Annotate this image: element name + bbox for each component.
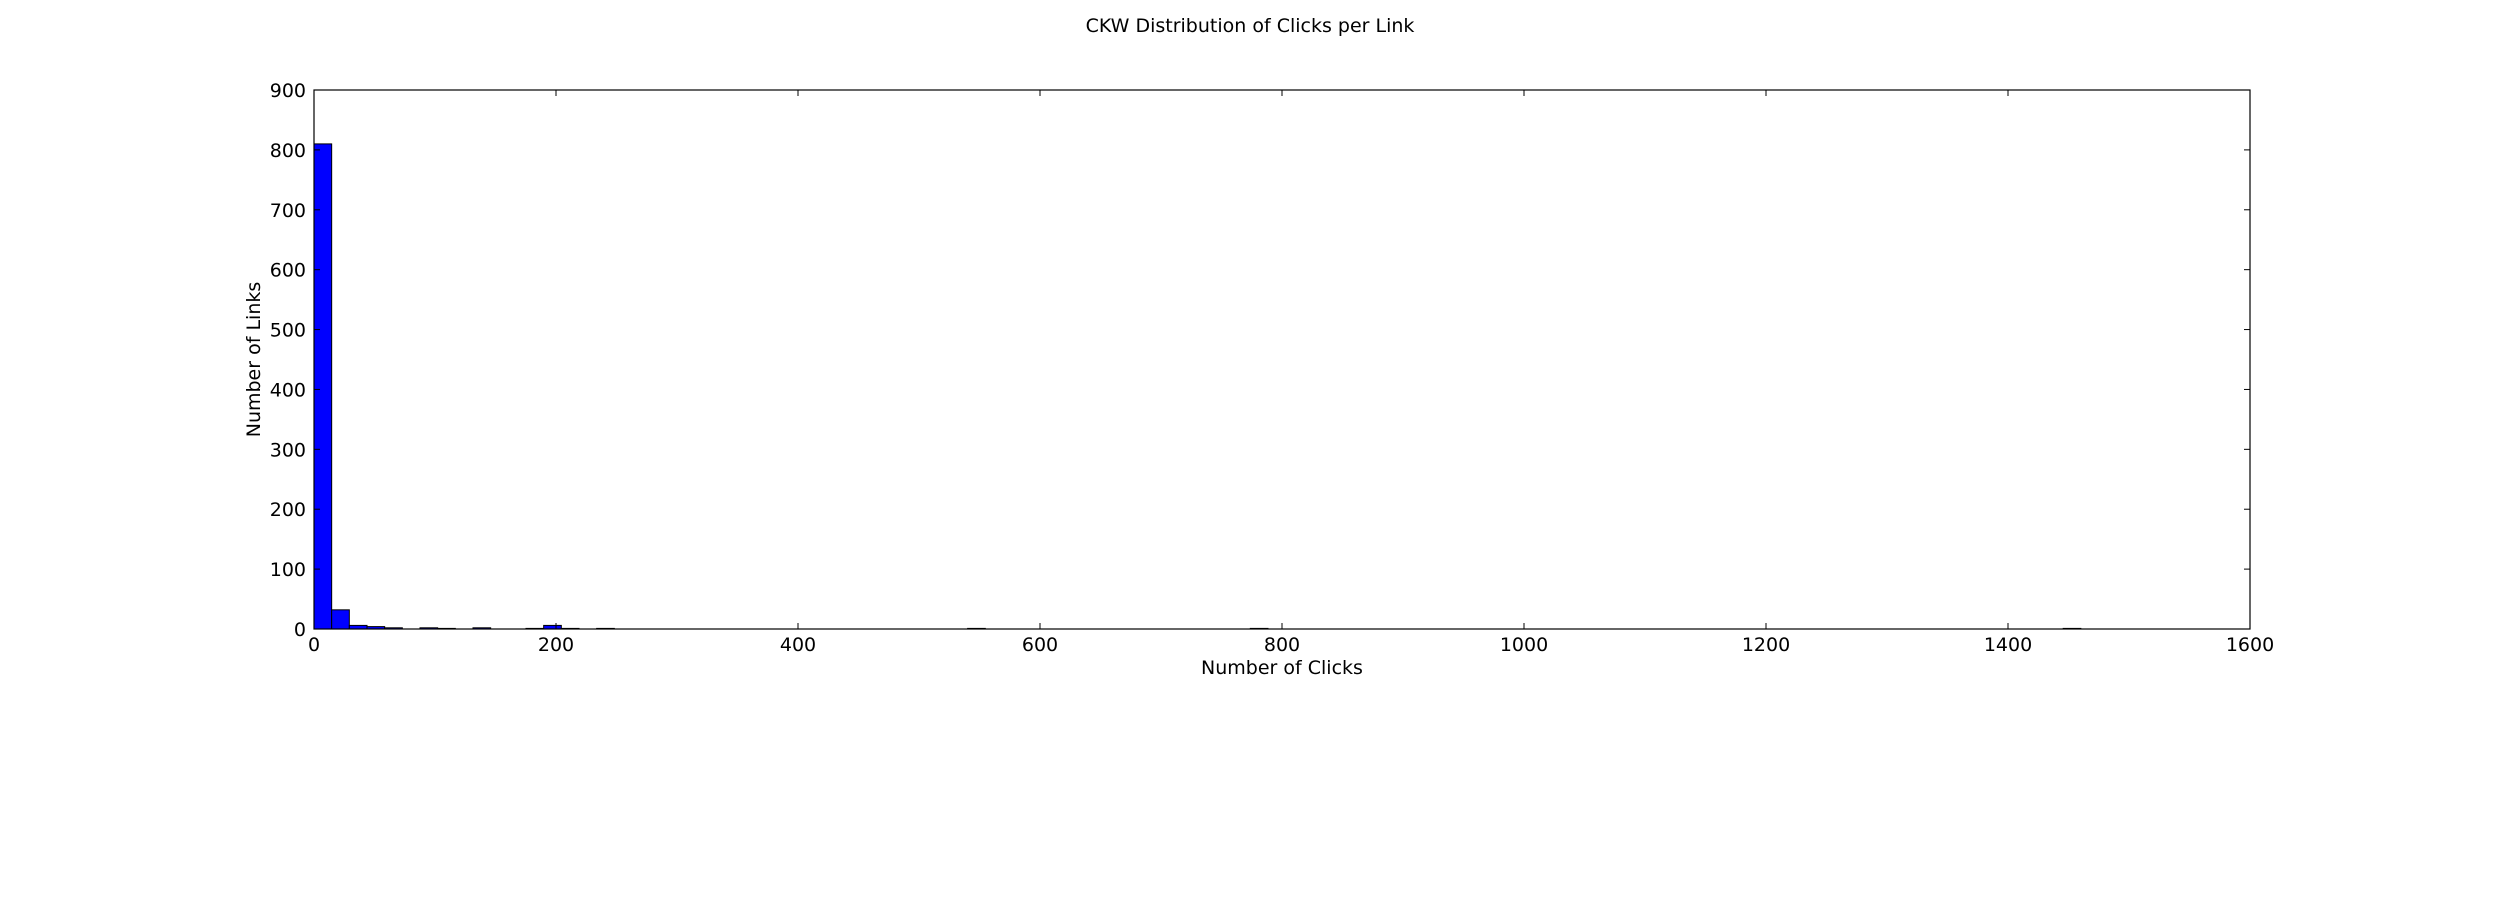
x-tick-label: 1200 bbox=[1742, 634, 1790, 656]
x-tick-label: 200 bbox=[538, 634, 574, 656]
y-axis-ticks: 0 100 200 300 400 500 600 700 800 900 bbox=[270, 80, 2250, 641]
x-tick-label: 1400 bbox=[1984, 634, 2032, 656]
chart-title: CKW Distribution of Clicks per Link bbox=[1086, 15, 1415, 37]
x-tick-label: 0 bbox=[308, 634, 320, 656]
x-axis-label: Number of Clicks bbox=[1201, 657, 1363, 679]
x-tick-label: 1000 bbox=[1500, 634, 1548, 656]
y-tick-label: 0 bbox=[294, 619, 306, 641]
x-tick-label: 600 bbox=[1022, 634, 1058, 656]
y-tick-label: 500 bbox=[270, 320, 306, 342]
y-tick-label: 100 bbox=[270, 559, 306, 581]
plot-frame bbox=[313, 89, 2251, 630]
y-tick-label: 900 bbox=[270, 80, 306, 102]
x-tick-label: 800 bbox=[1264, 634, 1300, 656]
y-axis-label: Number of Links bbox=[243, 282, 265, 438]
x-tick-label: 400 bbox=[780, 634, 816, 656]
histogram-bar bbox=[313, 143, 333, 630]
histogram-bar bbox=[331, 609, 350, 630]
x-axis-ticks: 0 200 400 600 800 1000 1200 1400 1600 bbox=[308, 90, 2274, 656]
bars-group bbox=[313, 143, 2082, 630]
y-tick-label: 800 bbox=[270, 140, 306, 162]
y-tick-label: 400 bbox=[270, 379, 306, 401]
x-tick-label: 1600 bbox=[2226, 634, 2274, 656]
y-tick-label: 700 bbox=[270, 200, 306, 222]
y-tick-label: 600 bbox=[270, 260, 306, 282]
y-tick-label: 300 bbox=[270, 439, 306, 461]
y-tick-label: 200 bbox=[270, 499, 306, 521]
